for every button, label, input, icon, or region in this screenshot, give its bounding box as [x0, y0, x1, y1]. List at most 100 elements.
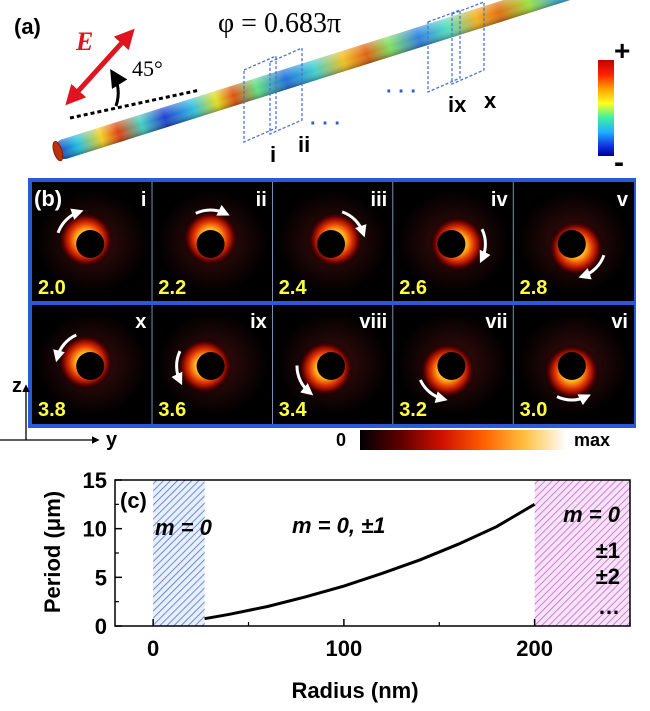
frame-roman-label: viii: [359, 311, 387, 333]
rotation-arrow: [195, 204, 230, 216]
intensity-colorbar: [360, 430, 566, 450]
frame-i: i 2.0: [32, 182, 154, 302]
y-tick-label: 5: [95, 565, 107, 590]
rotation-arrow: [341, 210, 367, 238]
frame-value-label: 3.6: [158, 399, 186, 421]
frame-value-label: 2.6: [399, 277, 427, 299]
panel-b: i 2.0 ii 2.2 iii 2.4 iv 2.6 v 2.8 x 3.8 ix 3.6 viii 3.4…: [0, 178, 636, 451]
axis-y-label: y: [106, 429, 118, 451]
panel-b-label: (b): [34, 186, 62, 211]
frame-roman-label: ii: [256, 189, 267, 211]
ellipsis-left: · · ·: [310, 113, 341, 135]
rotation-arrow: [578, 254, 606, 280]
y-tick-label: 10: [83, 517, 107, 542]
frame-iii: iii 2.4: [272, 182, 394, 302]
nanowire-core: [437, 352, 466, 380]
plane-label-x: x: [484, 88, 497, 113]
chart-ylabel: Period (μm): [40, 491, 65, 613]
intensity-frames: i 2.0 ii 2.2 iii 2.4 iv 2.6 v 2.8 x 3.8 ix 3.6 viii 3.4…: [32, 182, 634, 424]
rotation-arrow: [171, 350, 183, 386]
nanowire-core: [557, 352, 586, 380]
chart-ticks: 0 100 200 0 5 10 15: [83, 468, 631, 661]
frame-value-label: 3.2: [399, 399, 427, 421]
nanowire-core: [76, 352, 105, 380]
chart-regions: [153, 480, 630, 626]
nanowire-core: [196, 352, 225, 380]
rotation-arrow: [56, 208, 84, 234]
frame-iv: iv 2.6: [393, 182, 515, 302]
nanowire-core: [76, 230, 105, 258]
plane-label-i: i: [270, 142, 276, 167]
frame-value-label: 2.2: [158, 277, 186, 299]
frame-roman-label: ix: [250, 311, 267, 333]
nanowire-core: [437, 230, 466, 258]
frame-roman-label: iii: [371, 189, 388, 211]
e-field-arrow: [65, 28, 135, 106]
plane-x: [451, 1, 485, 85]
right-text-1: ±1: [596, 538, 620, 563]
nanowire-core: [317, 230, 345, 258]
frame-x: x 3.8: [32, 304, 154, 424]
frame-value-label: 2.4: [279, 277, 308, 299]
frame-ix: ix 3.6: [152, 304, 274, 424]
frame-value-label: 3.0: [520, 399, 548, 421]
x-tick-label: 0: [147, 636, 159, 661]
rotation-arrow: [556, 394, 591, 406]
panel-c-label: (c): [120, 488, 147, 513]
frame-roman-label: iv: [491, 189, 509, 211]
frame-vi: vi 3.0: [513, 304, 634, 424]
panel-a: (a) E 45° φ = 0.683π i ii ix x · · · · ·…: [14, 0, 633, 179]
y-tick-label: 0: [95, 614, 107, 639]
nanowire-rod: [52, 0, 633, 162]
frame-roman-label: i: [141, 189, 147, 211]
x-tick-label: 200: [516, 636, 553, 661]
nanowire-core: [317, 352, 345, 380]
frame-vii: vii 3.2: [393, 304, 515, 424]
rotation-arrow: [53, 333, 77, 363]
chart-series-line: [204, 503, 536, 621]
frame-value-label: 2.8: [520, 277, 548, 299]
y-tick-label: 15: [83, 468, 107, 493]
plane-label-ix: ix: [448, 92, 467, 117]
right-text-3: …: [598, 594, 620, 619]
colorbar-minus: -: [614, 146, 624, 179]
colorbar-plus: +: [614, 35, 630, 66]
chart-xlabel: Radius (nm): [291, 678, 418, 703]
frame-value-label: 3.4: [279, 399, 308, 421]
e-field-label: E: [75, 27, 93, 56]
intensity-min: 0: [336, 430, 346, 450]
region-band-1: [534, 480, 630, 626]
frame-value-label: 2.0: [38, 277, 66, 299]
right-region-text: m = 0 ±1 ±2 …: [563, 502, 621, 619]
x-tick-label: 100: [326, 636, 363, 661]
reference-dashed-line: [69, 88, 201, 120]
middle-region-text: m = 0, ±1: [292, 513, 385, 538]
frame-roman-label: x: [135, 311, 146, 333]
frame-roman-label: vi: [611, 311, 628, 333]
phase-label: φ = 0.683π: [218, 8, 341, 39]
frame-roman-label: v: [617, 189, 629, 211]
ellipsis-right: · · ·: [386, 81, 417, 103]
frame-roman-label: vii: [485, 311, 507, 333]
panel-c-chart: 0 100 200 0 5 10 15 (c) m = 0 m = 0, ±1 m = 0 …: [40, 468, 631, 703]
plane-i: [243, 55, 277, 143]
plane-ix: [427, 9, 461, 93]
region-left-text: m = 0: [155, 515, 213, 540]
right-text-0: m = 0: [563, 502, 621, 527]
frame-viii: viii 3.4: [272, 304, 394, 424]
axis-z-label: z: [12, 375, 22, 397]
frame-value-label: 3.8: [38, 399, 66, 421]
rotation-arrow: [295, 365, 314, 396]
frame-ii: ii 2.2: [152, 182, 274, 302]
rotation-arrow: [479, 228, 491, 264]
rotation-arrow: [419, 379, 448, 404]
angle-arc-arrow: [110, 68, 128, 107]
field-colorbar: [598, 60, 614, 156]
frame-v: v 2.8: [513, 182, 634, 302]
plane-label-ii: ii: [298, 132, 310, 157]
region-band-0: [153, 480, 205, 626]
plane-ii: [269, 47, 303, 135]
panel-a-label: (a): [14, 14, 41, 39]
nanowire-core: [196, 230, 225, 258]
